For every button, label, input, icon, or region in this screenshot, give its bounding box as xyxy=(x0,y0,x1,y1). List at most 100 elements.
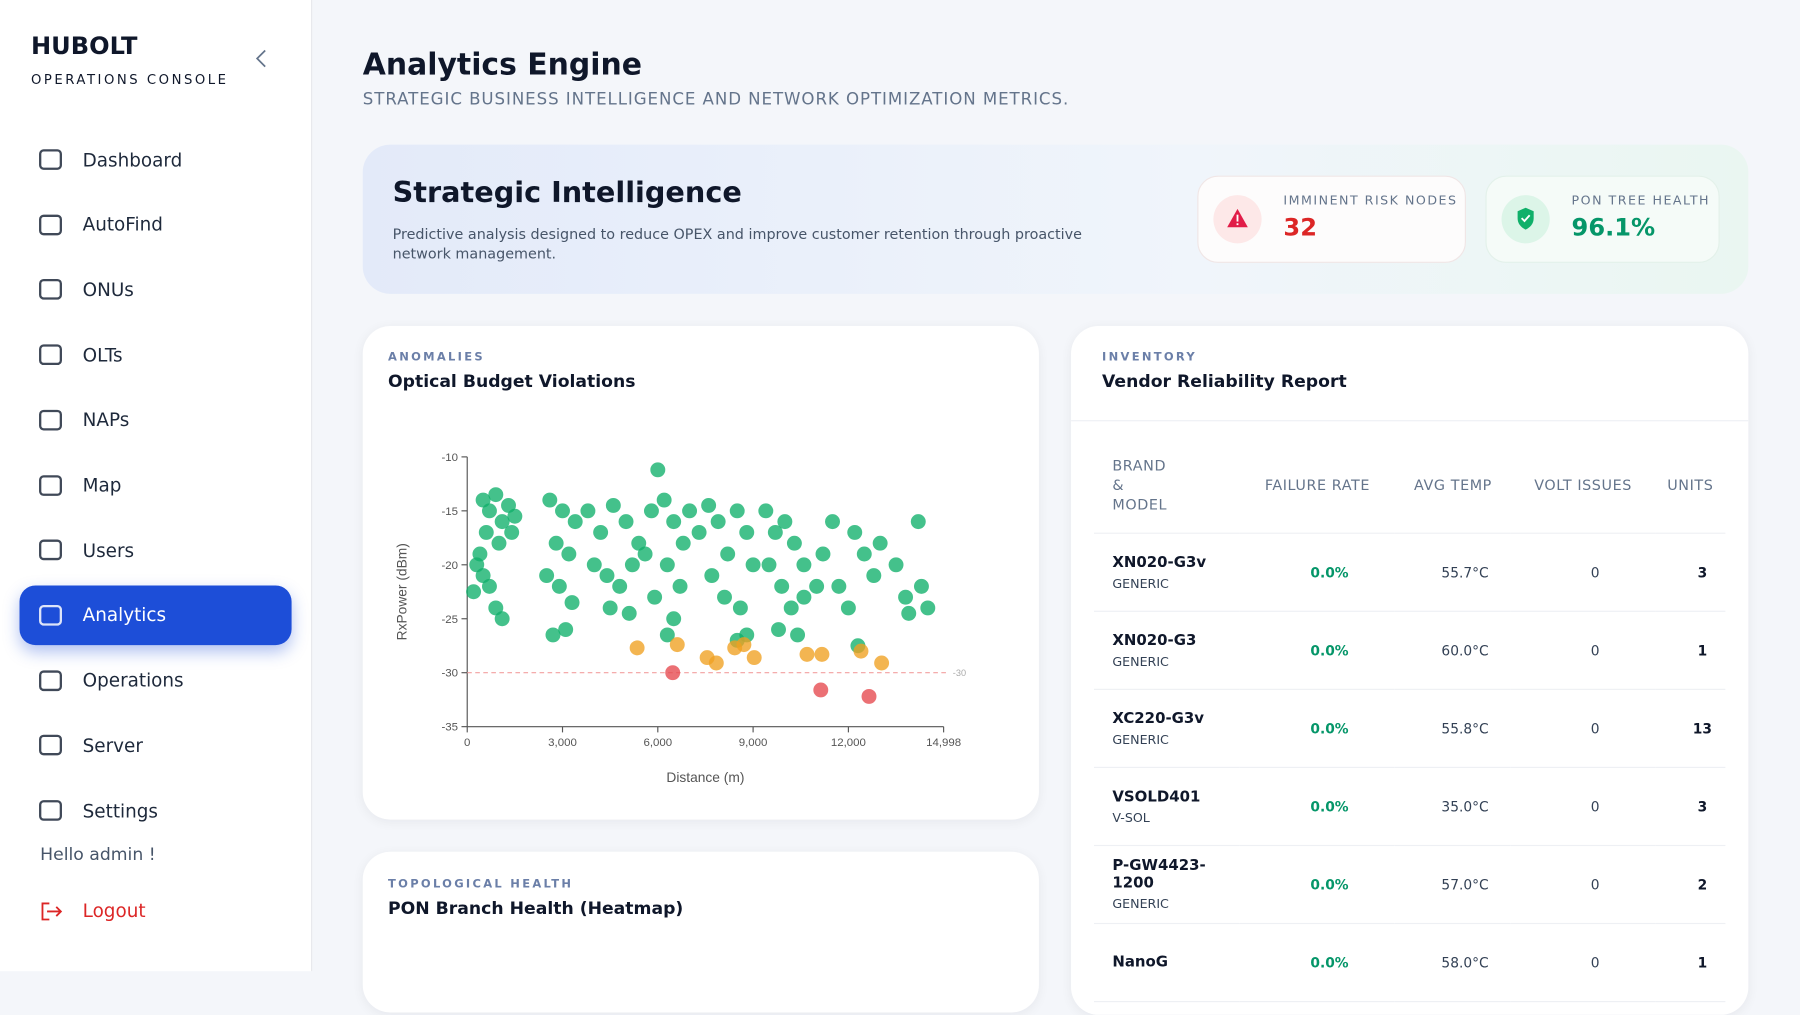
nav-item[interactable]: NAPs xyxy=(20,390,292,450)
scatter-chart: -10 -15 -20 -25 -30 -35 0 3,000 6,000 9,000 12,000… xyxy=(394,452,966,785)
point xyxy=(478,524,494,540)
y-tick-label: -10 xyxy=(441,452,458,464)
nav-icon xyxy=(39,474,62,496)
point xyxy=(745,557,761,573)
point xyxy=(758,503,774,519)
model-cell: NanoG xyxy=(1094,923,1240,1003)
point xyxy=(665,665,681,681)
point xyxy=(580,503,596,519)
nav-item[interactable]: Map xyxy=(20,455,292,515)
logout-icon xyxy=(41,901,63,920)
card-title: Vendor Reliability Report xyxy=(1102,370,1347,392)
point xyxy=(783,600,799,616)
table-cell: 0 xyxy=(1510,767,1656,847)
point xyxy=(666,514,682,530)
point xyxy=(659,627,675,643)
point xyxy=(761,557,777,573)
nav-icon xyxy=(39,149,62,170)
nav-item[interactable]: OLTs xyxy=(20,325,292,385)
nav-label: Analytics xyxy=(82,604,167,627)
point xyxy=(475,568,491,584)
table-row: XN020-G3v GENERIC 0.0% 55.7°C 0 3 xyxy=(1094,533,1726,612)
nav-item[interactable]: Server xyxy=(20,716,292,776)
point xyxy=(910,514,926,530)
point xyxy=(704,568,720,584)
point xyxy=(551,578,567,594)
stat-icon xyxy=(1501,195,1550,244)
point xyxy=(472,546,488,562)
point xyxy=(872,535,888,551)
table-cell: 55.8°C xyxy=(1395,689,1511,768)
logout[interactable]: Logout xyxy=(40,900,146,922)
point xyxy=(656,492,672,508)
point xyxy=(545,627,561,643)
heatmap-card: TOPOLOGICAL HEALTH PON Branch Health (He… xyxy=(362,851,1039,1013)
app: HUBOLT OPERATIONS CONSOLE Dashboard AutoF… xyxy=(0,0,1749,1015)
x-axis-label: Distance (m) xyxy=(666,770,744,785)
point xyxy=(840,600,856,616)
nav-label: AutoFind xyxy=(82,213,163,236)
table-cell: 0 xyxy=(1510,923,1656,1003)
banner-title: Strategic Intelligence xyxy=(392,175,742,209)
nav-item[interactable]: Operations xyxy=(20,650,292,710)
table-row: P-GW4423-1200 GENERIC 0.0% 57.0°C 0 2 xyxy=(1094,845,1726,925)
y-tick-label: -20 xyxy=(441,560,458,572)
point xyxy=(866,568,882,584)
point xyxy=(599,568,615,584)
point xyxy=(739,524,755,540)
nav-item[interactable]: AutoFind xyxy=(20,195,292,255)
point xyxy=(672,578,688,594)
nav-label: Users xyxy=(82,539,135,561)
table-row: XC220-G3v GENERIC 0.0% 55.8°C 0 13 xyxy=(1094,689,1726,768)
table-cell: 0.0% xyxy=(1239,533,1396,612)
y-tick-label: -35 xyxy=(441,722,458,734)
table-cell: 57.0°C xyxy=(1395,845,1511,925)
nav-label: Map xyxy=(82,474,122,496)
point xyxy=(659,557,675,573)
nav-item[interactable]: Users xyxy=(20,520,292,580)
table-row: VSOLD401 V-SOL 0.0% 35.0°C 0 3 xyxy=(1094,767,1726,847)
stat-value: 32 xyxy=(1283,213,1317,242)
collapse-button[interactable] xyxy=(253,48,271,69)
model-name: VSOLD401 xyxy=(1112,788,1201,806)
model-name: XC220-G3v xyxy=(1112,710,1205,728)
brand-name: V-SOL xyxy=(1112,809,1150,825)
column-header[interactable]: BRAND & MODEL xyxy=(1094,436,1240,534)
y-tick-label: -25 xyxy=(441,614,458,626)
x-tick-label: 3,000 xyxy=(548,737,577,749)
nav-label: NAPs xyxy=(82,409,130,431)
nav-icon xyxy=(39,669,62,691)
point xyxy=(874,655,890,671)
model-cell: XC220-G3v GENERIC xyxy=(1094,689,1240,768)
model-name: XN020-G3 xyxy=(1112,631,1197,650)
brand-name: GENERIC xyxy=(1112,896,1169,912)
table-cell: 0.0% xyxy=(1239,611,1396,690)
x-tick-label: 14,998 xyxy=(926,737,961,749)
card-kicker: TOPOLOGICAL HEALTH xyxy=(388,878,574,891)
y-axis-label: RxPower (dBm) xyxy=(394,543,409,640)
stat-label: PON TREE HEALTH xyxy=(1571,192,1711,208)
point xyxy=(856,546,872,562)
point xyxy=(888,557,904,573)
x-tick-label: 0 xyxy=(464,737,470,749)
model-cell: VSOLD401 V-SOL xyxy=(1094,767,1240,847)
nav-item[interactable]: Analytics xyxy=(19,585,292,646)
table-cell: 0.0% xyxy=(1239,767,1396,847)
table-cell: 0.0% xyxy=(1239,845,1396,925)
banner: Strategic Intelligence Predictive analys… xyxy=(362,144,1749,294)
point xyxy=(861,688,877,704)
nav-item[interactable]: Dashboard xyxy=(20,130,292,190)
point xyxy=(729,503,745,519)
stat-card: PON TREE HEALTH 96.1% xyxy=(1485,175,1720,263)
point xyxy=(488,487,504,503)
point xyxy=(561,546,577,562)
nav-item[interactable]: Settings xyxy=(20,781,292,841)
header-row: BRAND & MODEL FAILURE RATE AVG TEMP VOLT IS… xyxy=(1094,436,1726,534)
point xyxy=(491,535,507,551)
y-tick-label: -30 xyxy=(441,668,458,680)
nav-item[interactable]: ONUs xyxy=(20,260,292,320)
point xyxy=(913,578,929,594)
nav-icon xyxy=(39,344,62,366)
point xyxy=(605,497,621,513)
nav-label: Settings xyxy=(82,799,158,822)
